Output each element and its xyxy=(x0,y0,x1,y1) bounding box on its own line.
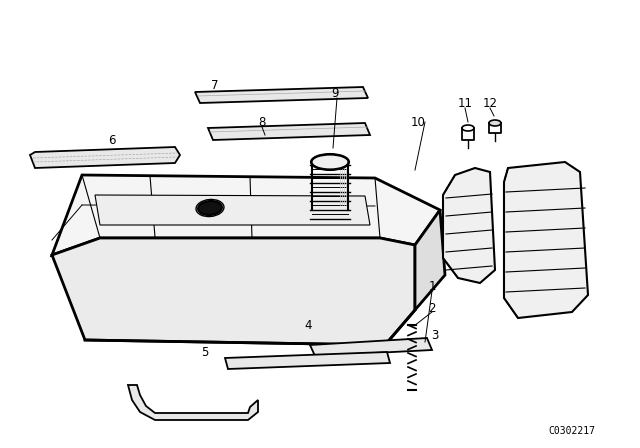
Ellipse shape xyxy=(198,201,222,215)
Text: 11: 11 xyxy=(458,96,472,109)
Polygon shape xyxy=(208,123,370,140)
Text: 10: 10 xyxy=(411,116,426,129)
Polygon shape xyxy=(95,195,370,225)
Text: C0302217: C0302217 xyxy=(548,426,595,436)
Text: 1: 1 xyxy=(428,280,436,293)
Polygon shape xyxy=(443,168,495,283)
Text: 8: 8 xyxy=(259,116,266,129)
Polygon shape xyxy=(52,238,415,345)
Text: 6: 6 xyxy=(108,134,116,146)
Text: 5: 5 xyxy=(202,345,209,358)
Text: 3: 3 xyxy=(431,328,438,341)
Polygon shape xyxy=(195,87,368,103)
Text: 4: 4 xyxy=(304,319,312,332)
Polygon shape xyxy=(504,162,588,318)
Polygon shape xyxy=(225,352,390,369)
Text: 12: 12 xyxy=(483,96,497,109)
Polygon shape xyxy=(30,147,180,168)
Text: 9: 9 xyxy=(332,86,339,99)
Polygon shape xyxy=(52,175,440,255)
Polygon shape xyxy=(128,385,258,420)
Text: 2: 2 xyxy=(428,302,436,314)
Text: 7: 7 xyxy=(211,78,219,91)
Polygon shape xyxy=(415,210,445,310)
Ellipse shape xyxy=(489,120,501,126)
Polygon shape xyxy=(310,338,432,356)
Ellipse shape xyxy=(311,154,349,170)
